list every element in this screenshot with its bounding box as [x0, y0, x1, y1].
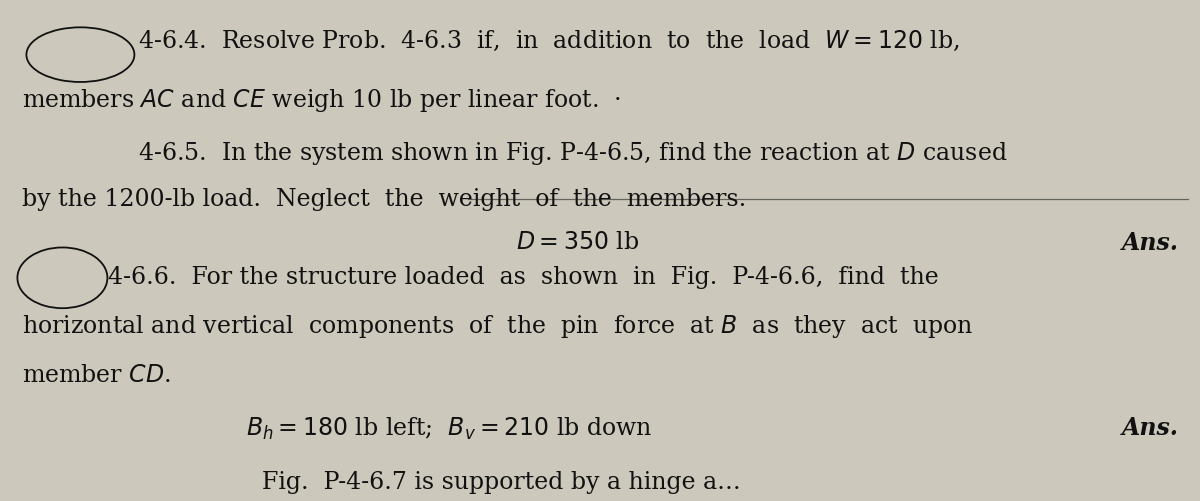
Text: Fig.  P-4-6.7 is supported by a hinge a…: Fig. P-4-6.7 is supported by a hinge a… [22, 470, 740, 493]
Text: by the 1200-lb load.  Neglect  the  weight  of  the  members.: by the 1200-lb load. Neglect the weight … [22, 188, 746, 211]
Text: Ans.: Ans. [1122, 231, 1178, 255]
Text: $B_h = 180$ lb left;  $B_v = 210$ lb down: $B_h = 180$ lb left; $B_v = 210$ lb down [246, 416, 653, 442]
Text: horizontal and vertical  components  of  the  pin  force  at $B$  as  they  act : horizontal and vertical components of th… [22, 313, 973, 340]
Text: 4-6.5.  In the system shown in Fig. P-4-6.5, find the reaction at $D$ caused: 4-6.5. In the system shown in Fig. P-4-6… [138, 140, 1008, 167]
Text: 4-6.4.  Resolve Prob.  4-6.3  if,  in  addition  to  the  load  $W = 120$ lb,: 4-6.4. Resolve Prob. 4-6.3 if, in additi… [138, 29, 960, 53]
Text: member $CD$.: member $CD$. [22, 364, 170, 387]
Text: $D = 350$ lb: $D = 350$ lb [516, 231, 640, 254]
Text: members $AC$ and $CE$ weigh 10 lb per linear foot.  ·: members $AC$ and $CE$ weigh 10 lb per li… [22, 87, 620, 114]
Text: 4-6.6.  For the structure loaded  as  shown  in  Fig.  P-4-6.6,  find  the: 4-6.6. For the structure loaded as shown… [108, 266, 938, 289]
Text: Ans.: Ans. [1122, 416, 1178, 440]
